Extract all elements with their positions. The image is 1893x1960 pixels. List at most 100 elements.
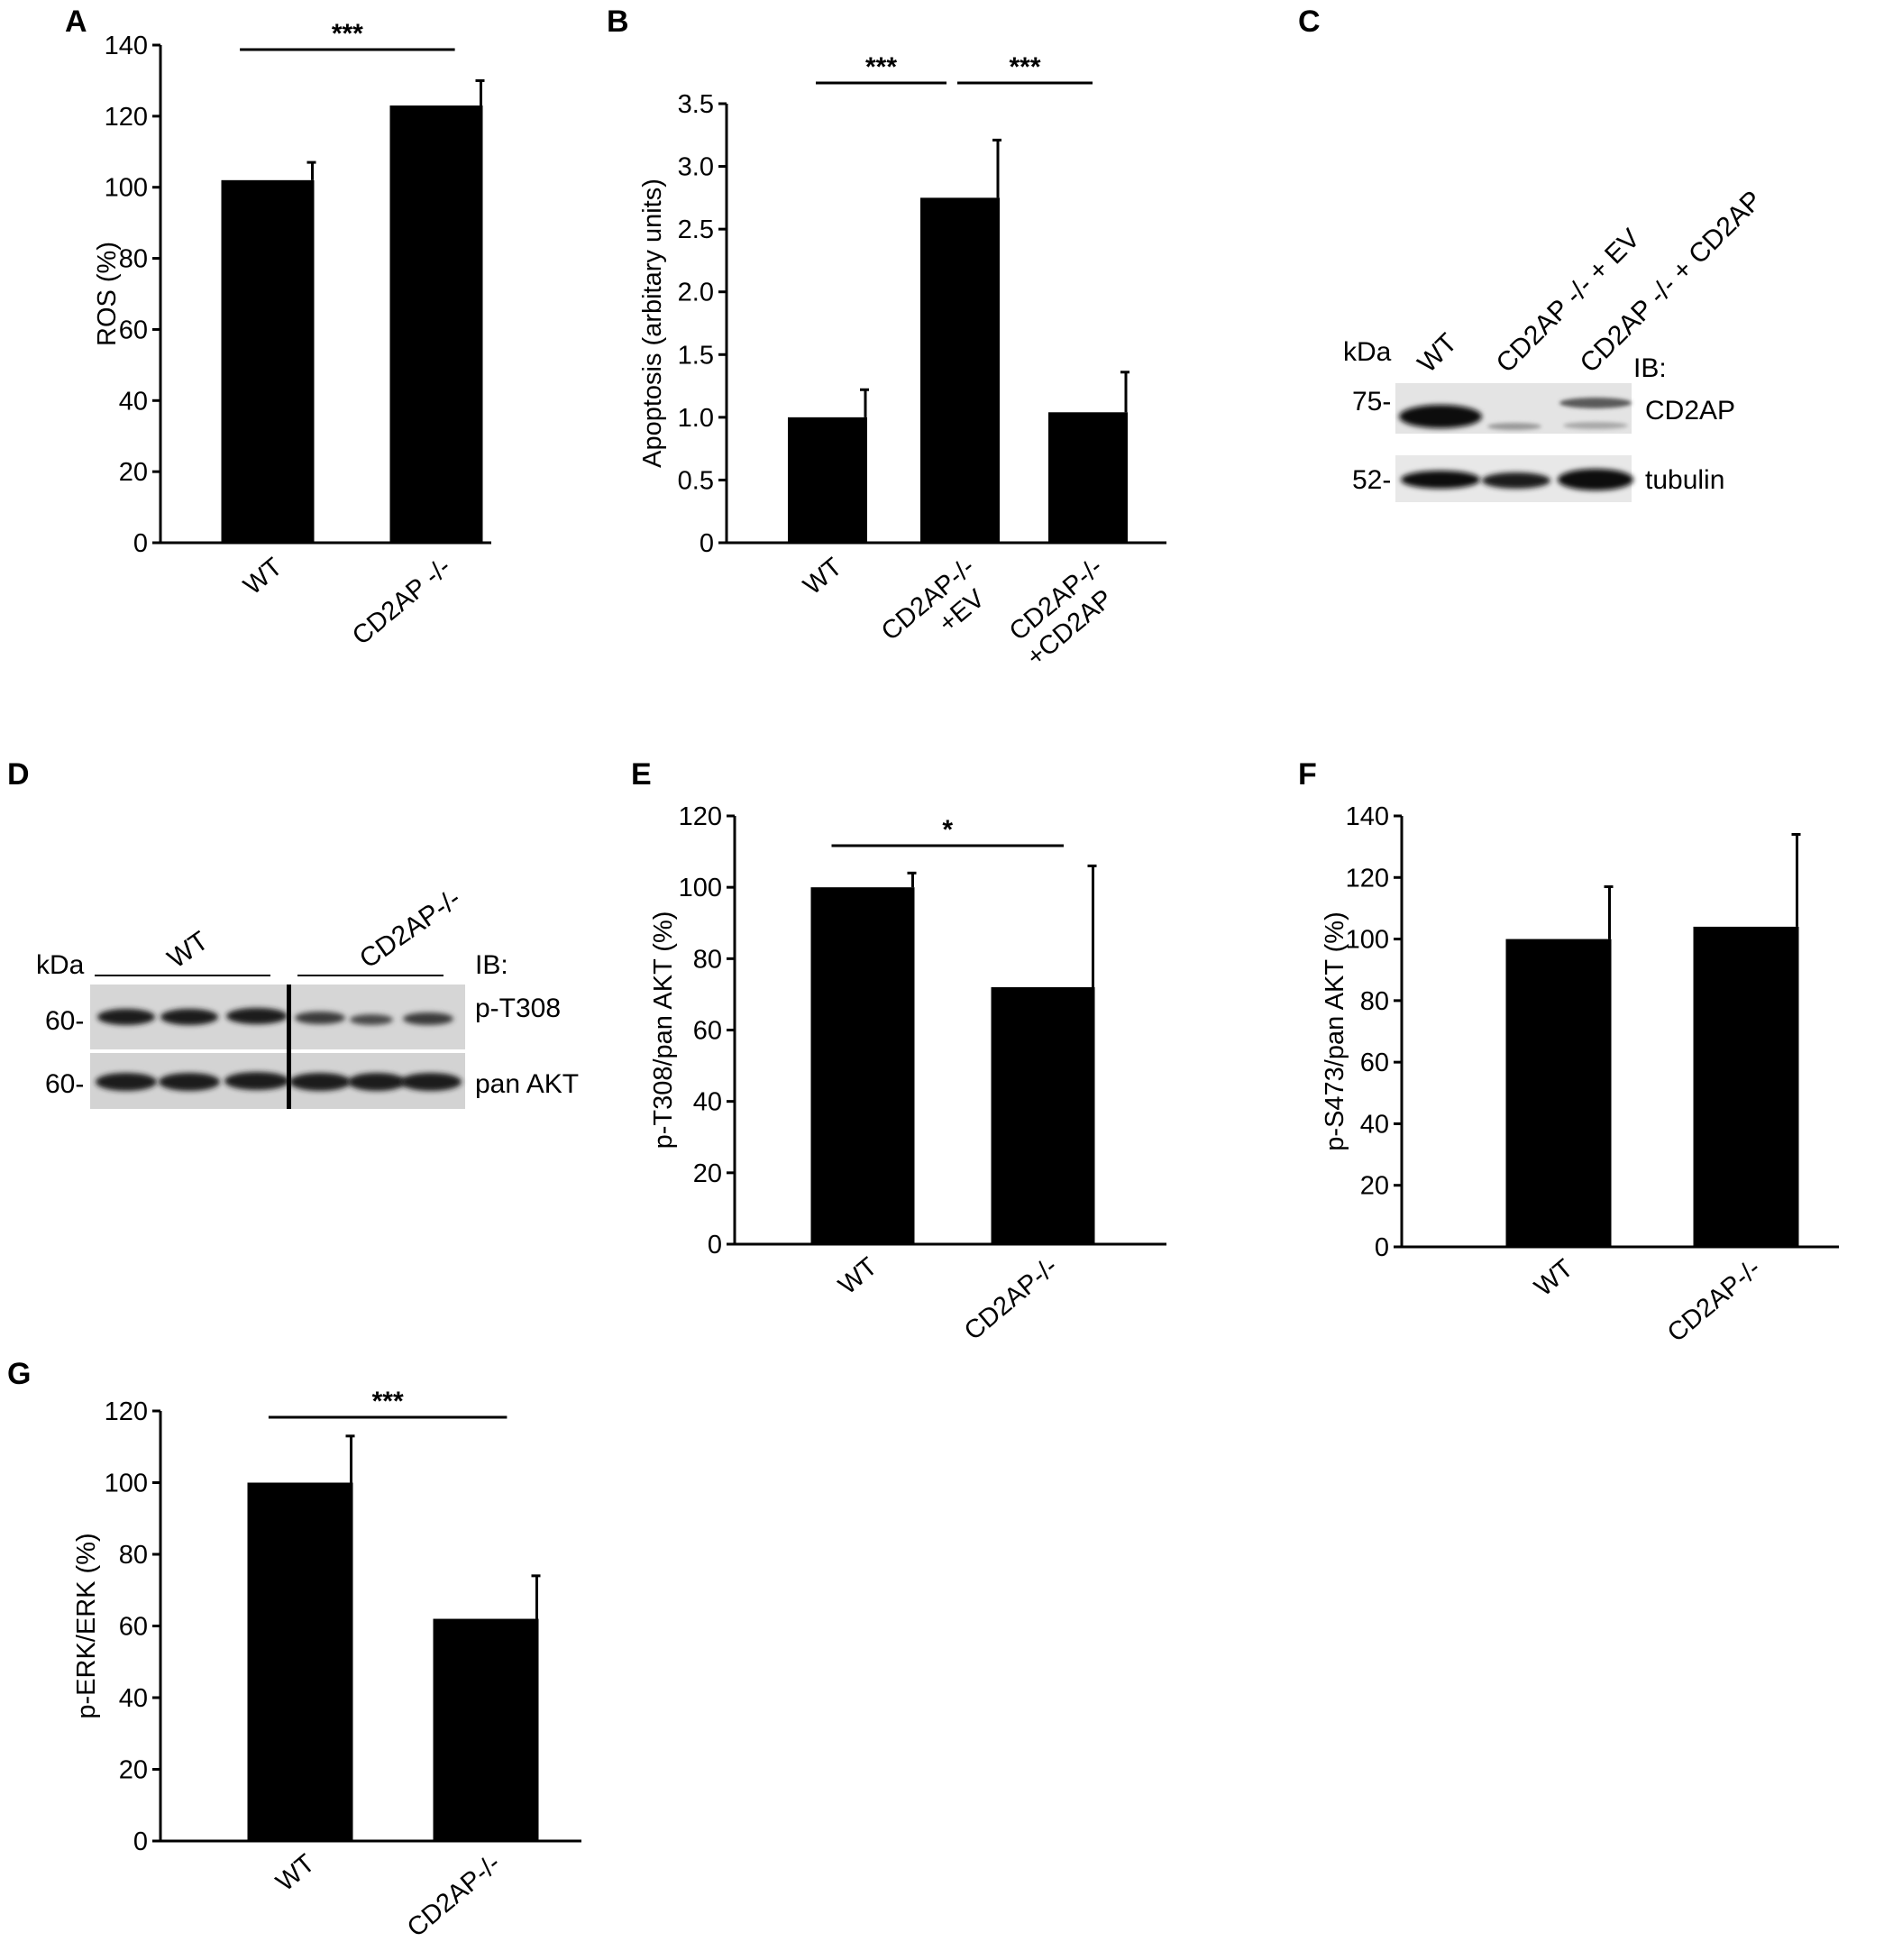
category-label-b: CD2AP-/-+EV <box>876 553 1000 670</box>
category-label-f: CD2AP-/- <box>1662 1254 1767 1348</box>
kda-label: kDa <box>1343 337 1392 367</box>
group-label-wt: WT <box>162 926 214 975</box>
category-label-f: WT <box>1529 1254 1578 1303</box>
chart-b: 0 0.5 1.0 1.5 2.0 2.5 3.0 3.5 Apoptosis (arbitar… <box>638 52 1166 672</box>
band-pt308-1 <box>97 1009 155 1025</box>
lane-label-cd2ap-ev: CD2AP -/- + EV <box>1491 224 1646 379</box>
y-tick-label-g: 0 <box>133 1827 148 1856</box>
bar-f <box>1505 939 1612 1247</box>
lane-separator <box>287 985 291 1109</box>
y-tick-label-f: 140 <box>1346 802 1389 831</box>
y-tick-label-a: 140 <box>105 32 148 60</box>
y-tick-label-a: 60 <box>119 316 148 344</box>
western-blot-d: WT CD2AP-/- kDa IB: 60- p-T308 60- pan A… <box>36 884 579 1109</box>
y-tick-label-a: 80 <box>119 245 148 274</box>
target-cd2ap: CD2AP <box>1645 396 1735 426</box>
y-tick-label-f: 0 <box>1375 1233 1389 1262</box>
significance-label-b: *** <box>865 52 897 82</box>
bar-g <box>247 1482 353 1841</box>
category-label-e: CD2AP-/- <box>959 1252 1064 1346</box>
y-tick-label-g: 20 <box>119 1756 148 1785</box>
y-tick-label-b: 3.5 <box>678 90 714 119</box>
category-label-a: WT <box>238 553 288 601</box>
band-cd2ap-rescue-upper <box>1559 398 1632 408</box>
significance-label-b: *** <box>1009 52 1040 82</box>
bar-b <box>920 197 1000 543</box>
y-tick-label-g: 80 <box>119 1541 148 1570</box>
y-tick-label-f: 120 <box>1346 864 1389 893</box>
y-tick-label-e: 40 <box>693 1088 722 1117</box>
category-label-b: WT <box>798 553 847 601</box>
band-cd2ap-rescue-lower <box>1563 422 1628 429</box>
y-tick-label-a: 0 <box>133 529 148 558</box>
y-tick-label-f: 40 <box>1360 1110 1389 1139</box>
y-tick-label-e: 120 <box>679 802 722 831</box>
kda-label: kDa <box>36 950 85 980</box>
y-axis-title-e: p-T308/pan AKT (%) <box>649 911 678 1149</box>
chart-g: 0 20 40 60 80 100 120 p-ERK/ERK (%) WT CD2AP-/- **… <box>72 1387 581 1943</box>
panel-label-b: B <box>607 5 629 39</box>
category-label-line: WT <box>833 1252 882 1301</box>
y-axis-title-g: p-ERK/ERK (%) <box>72 1533 101 1718</box>
y-tick-label-a: 100 <box>105 174 148 203</box>
y-tick-label-f: 20 <box>1360 1172 1389 1201</box>
band-panakt-5 <box>348 1073 406 1091</box>
y-tick-label-b: 3.0 <box>678 153 714 182</box>
y-tick-label-g: 120 <box>105 1397 148 1426</box>
marker-52: 52- <box>1352 465 1391 495</box>
band-panakt-3 <box>224 1072 289 1090</box>
y-tick-label-a: 20 <box>119 458 148 487</box>
significance-label-g: *** <box>372 1387 404 1416</box>
y-tick-label-e: 100 <box>679 874 722 902</box>
y-tick-label-b: 0 <box>700 529 714 558</box>
band-panakt-6 <box>400 1073 462 1091</box>
y-tick-label-b: 2.5 <box>678 215 714 244</box>
category-label-e: WT <box>833 1252 882 1301</box>
panel-label-f: F <box>1298 757 1317 792</box>
panel-label-e: E <box>631 757 652 792</box>
band-pt308-5 <box>350 1014 393 1025</box>
category-label-g: WT <box>270 1849 320 1898</box>
bar-g <box>433 1618 539 1841</box>
band-pt308-6 <box>403 1012 453 1025</box>
significance-label-e: * <box>942 815 953 845</box>
significance-label-a: *** <box>332 19 363 49</box>
band-tubulin-wt <box>1401 471 1480 489</box>
category-label-line: CD2AP-/- <box>402 1849 507 1943</box>
panel-label-a: A <box>65 5 87 39</box>
y-tick-label-e: 0 <box>708 1231 722 1259</box>
category-label-line: CD2AP-/- <box>1662 1254 1767 1348</box>
marker-60-top: 60- <box>45 1006 84 1036</box>
category-label-line: WT <box>798 553 847 601</box>
y-axis-title-a: ROS (%) <box>93 242 122 346</box>
category-label-line: CD2AP-/- <box>959 1252 1064 1346</box>
target-tubulin: tubulin <box>1645 465 1724 495</box>
ib-label: IB: <box>1633 353 1667 383</box>
y-tick-label-f: 80 <box>1360 987 1389 1016</box>
panel-label-d: D <box>7 757 30 792</box>
category-label-a: CD2AP -/- <box>347 553 456 651</box>
y-tick-label-f: 60 <box>1360 1049 1389 1077</box>
band-tubulin-rescue <box>1558 469 1633 490</box>
category-label-line: WT <box>1529 1254 1578 1303</box>
y-tick-label-g: 60 <box>119 1613 148 1642</box>
marker-60-bottom: 60- <box>45 1069 84 1099</box>
target-panakt: pan AKT <box>475 1069 579 1099</box>
target-pt308: p-T308 <box>475 994 561 1023</box>
y-axis-title-f: p-S473/pan AKT (%) <box>1321 911 1349 1150</box>
marker-75: 75- <box>1352 387 1391 417</box>
bar-b <box>1048 412 1128 543</box>
band-cd2ap-wt <box>1399 405 1482 428</box>
panel-label-c: C <box>1298 5 1321 39</box>
category-label-line: WT <box>270 1849 320 1898</box>
category-label-line: CD2AP -/- <box>347 553 456 651</box>
category-label-b: CD2AP-/-+CD2AP <box>1001 553 1128 673</box>
band-cd2ap-ev <box>1487 423 1541 430</box>
band-pt308-3 <box>226 1008 288 1024</box>
bar-e <box>810 887 915 1244</box>
bar-f <box>1693 926 1799 1247</box>
band-pt308-4 <box>295 1012 345 1024</box>
band-tubulin-ev <box>1482 472 1550 489</box>
y-tick-label-g: 100 <box>105 1470 148 1498</box>
